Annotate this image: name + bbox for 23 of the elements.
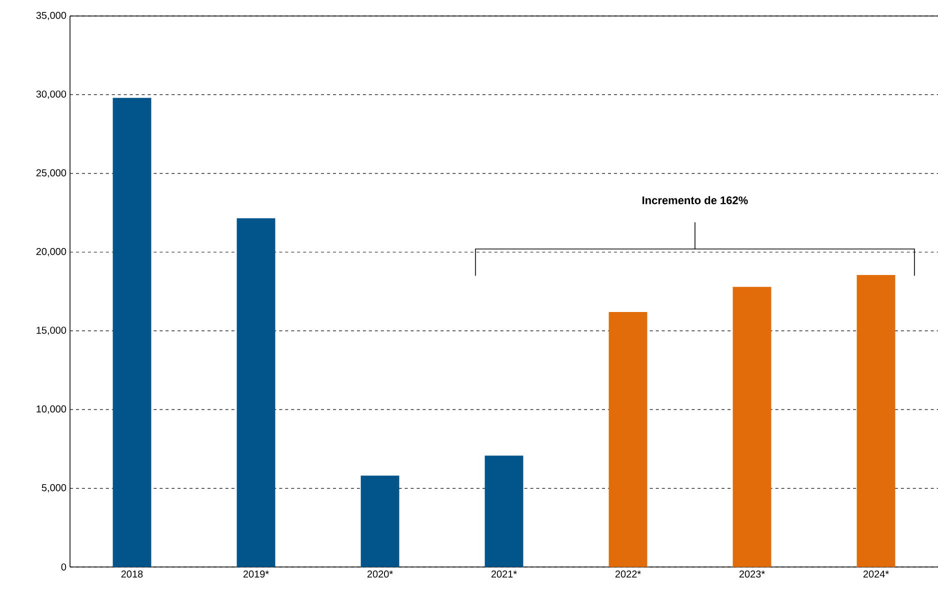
bar (608, 312, 648, 567)
x-tick-label: 2023* (739, 570, 765, 578)
x-tick-label: 2024* (863, 570, 889, 578)
x-tick-label: 2021* (491, 570, 517, 578)
bar (856, 274, 896, 567)
y-tick-label: 25,000 (36, 169, 66, 178)
y-tick-label: 0 (61, 563, 66, 571)
x-tick-label: 2022* (615, 570, 641, 578)
y-tick-label: 20,000 (36, 248, 66, 256)
y-tick-label: 35,000 (36, 12, 66, 20)
bar (236, 218, 276, 567)
bar (360, 476, 400, 567)
x-tick-label: 2019* (243, 570, 269, 578)
x-tick-label: 2018 (121, 570, 143, 578)
bar (112, 98, 152, 567)
y-tick-label: 10,000 (36, 405, 66, 414)
annotation: Incremento de 162% (642, 196, 748, 204)
y-tick-label: 15,000 (36, 326, 66, 335)
x-tick-label: 2020* (367, 570, 393, 578)
bar (732, 286, 772, 567)
y-tick-label: 30,000 (36, 90, 66, 99)
y-tick-label: 5,000 (42, 484, 66, 492)
bar (484, 456, 524, 567)
